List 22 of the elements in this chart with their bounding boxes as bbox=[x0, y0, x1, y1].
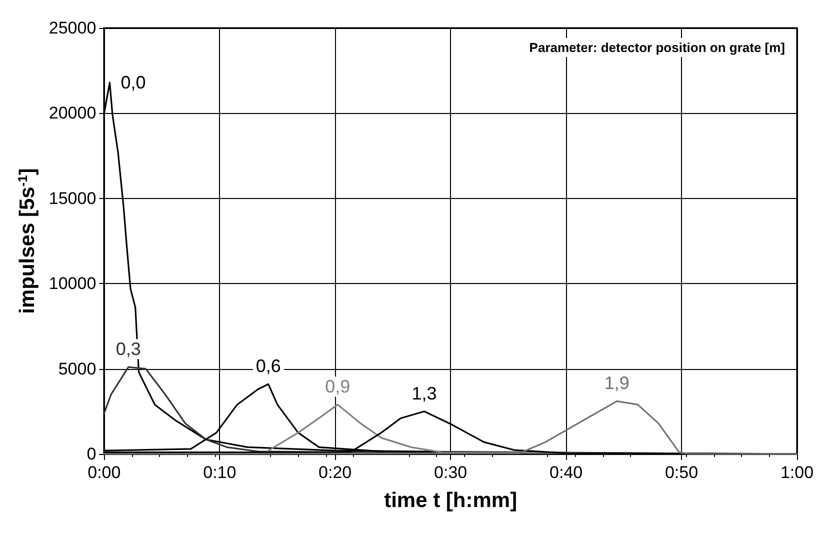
x-tick-label: 0:40 bbox=[550, 463, 583, 482]
x-tick-label: 0:20 bbox=[318, 463, 352, 482]
x-axis-title: time t [h:mm] bbox=[384, 489, 518, 512]
annotation: Parameter: detector position on grate [m] bbox=[529, 40, 786, 55]
x-tick-label: 0:30 bbox=[434, 463, 468, 482]
y-axis-title: impulses [5s-1] bbox=[15, 168, 39, 314]
series-label: 0,6 bbox=[256, 356, 281, 376]
y-tick-label: 0 bbox=[86, 444, 96, 464]
y-tick-label: 15000 bbox=[48, 188, 96, 208]
x-tick-label: 0:50 bbox=[664, 463, 698, 482]
y-tick-label: 10000 bbox=[48, 274, 96, 294]
x-tick-label: 0:10 bbox=[203, 463, 236, 482]
x-tick-label: 0:00 bbox=[88, 463, 121, 482]
series-label: 1,9 bbox=[604, 373, 630, 394]
x-tick-label: 1:00 bbox=[780, 463, 814, 482]
y-tick-label: 5000 bbox=[58, 359, 96, 378]
series-label: 0,9 bbox=[325, 376, 350, 397]
series-label: 0,0 bbox=[120, 72, 146, 93]
y-tick-label: 25000 bbox=[48, 18, 96, 38]
series-label: 0,3 bbox=[116, 339, 141, 360]
series-label: 1,3 bbox=[412, 383, 437, 404]
y-tick-label: 20000 bbox=[48, 104, 96, 123]
